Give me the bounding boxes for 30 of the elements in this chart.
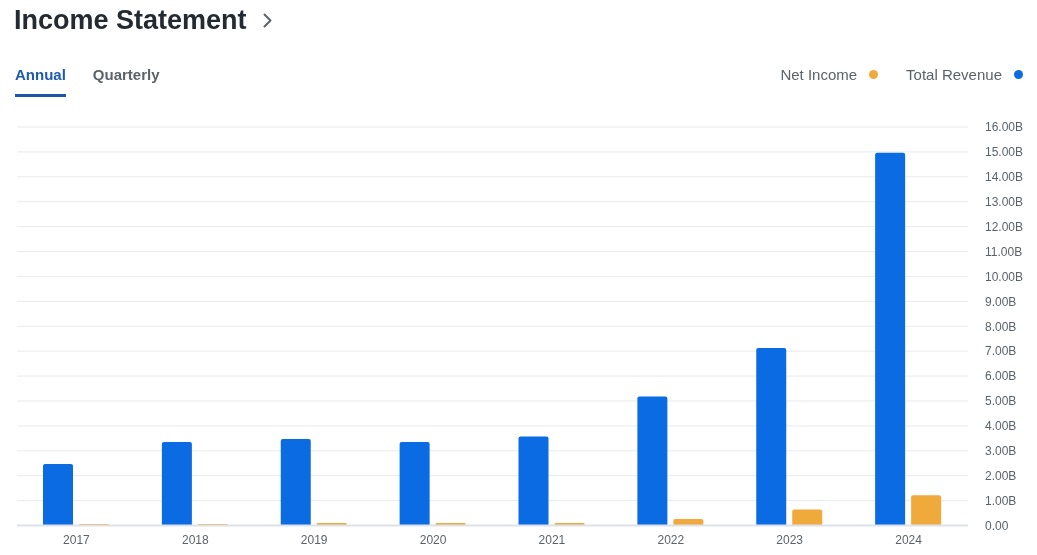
legend-label: Net Income bbox=[780, 66, 858, 83]
x-tick-label: 2022 bbox=[657, 533, 685, 548]
x-tick-label: 2019 bbox=[300, 533, 328, 548]
y-tick-label: 14.00B bbox=[985, 170, 1024, 185]
x-tick-label: 2020 bbox=[419, 533, 447, 548]
y-tick-label: 13.00B bbox=[985, 194, 1024, 209]
x-tick-label: 2018 bbox=[181, 533, 209, 548]
y-tick-label: 16.00B bbox=[985, 120, 1024, 135]
x-tick-label: 2024 bbox=[895, 533, 923, 548]
y-tick-label: 1.00B bbox=[985, 493, 1017, 508]
y-tick-label: 2.00B bbox=[985, 468, 1017, 483]
text: Annual bbox=[15, 66, 66, 83]
y-tick-label: 6.00B bbox=[985, 369, 1017, 384]
y-tick-label: 10.00B bbox=[985, 269, 1024, 284]
chart-title: Income Statement bbox=[14, 5, 247, 36]
x-tick-label: 2017 bbox=[63, 533, 91, 548]
y-tick-label: 4.00B bbox=[985, 419, 1017, 434]
y-tick-label: 3.00B bbox=[985, 444, 1017, 459]
y-tick-label: 0.00 bbox=[985, 518, 1009, 533]
legend-label: Total Revenue bbox=[906, 66, 1002, 83]
y-tick-label: 11.00B bbox=[985, 244, 1023, 259]
text: Quarterly bbox=[92, 66, 160, 83]
y-tick-label: 5.00B bbox=[985, 394, 1017, 409]
x-tick-label: 2021 bbox=[538, 533, 566, 548]
x-tick-label: 2023 bbox=[776, 533, 804, 548]
y-tick-label: 7.00B bbox=[985, 344, 1017, 359]
y-tick-label: 8.00B bbox=[985, 319, 1017, 334]
y-tick-label: 9.00B bbox=[985, 294, 1017, 309]
y-tick-label: 12.00B bbox=[985, 219, 1024, 234]
y-tick-label: 15.00B bbox=[985, 145, 1024, 160]
